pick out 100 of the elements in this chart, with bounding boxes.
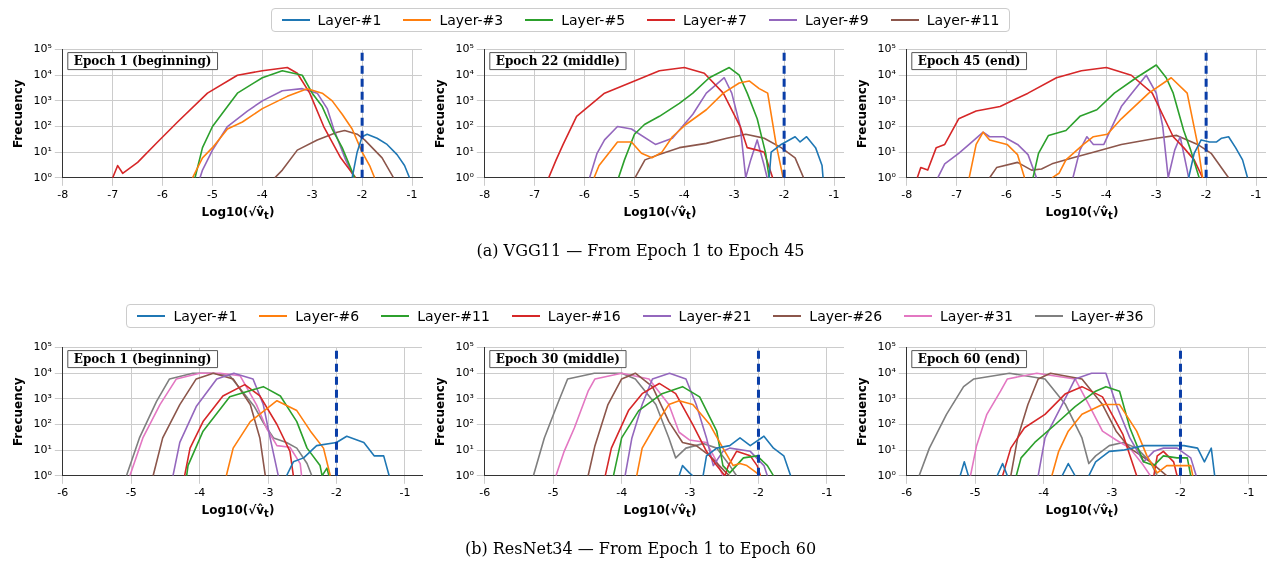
legend-label: Layer-#11 <box>417 308 490 324</box>
x-tick-label: -6 <box>479 486 491 500</box>
y-tick-label: 10¹ <box>455 443 474 457</box>
x-tick-label: -6 <box>57 486 69 500</box>
x-tick-label: -8 <box>479 188 491 202</box>
x-tick-label: -7 <box>951 188 963 202</box>
y-tick-label: 10² <box>33 417 52 431</box>
legend-label: Layer-#11 <box>926 12 1000 28</box>
y-tick-label: 10¹ <box>455 145 474 159</box>
x-axis-title: Log10(√v̂$_{t}$) <box>622 205 698 222</box>
x-tick-label: -5 <box>206 188 218 202</box>
x-tick-label: -8 <box>901 188 913 202</box>
legend-label: Layer-#3 <box>439 12 504 28</box>
legend-label: Layer-#1 <box>317 12 382 28</box>
x-tick-label: -3 <box>306 188 318 202</box>
legend-label: Layer-#6 <box>295 308 360 324</box>
chart-title: Epoch 60 (end) <box>917 351 1021 366</box>
y-tick-label: 10¹ <box>877 145 896 159</box>
x-tick-label: -6 <box>157 188 169 202</box>
legend-label: Layer-#5 <box>561 12 626 28</box>
x-tick-label: -2 <box>1200 188 1212 202</box>
y-tick-label: 10⁰ <box>33 468 53 482</box>
y-tick-label: 10⁵ <box>455 42 474 56</box>
x-tick-label: -5 <box>547 486 559 500</box>
y-tick-label: 10⁵ <box>877 340 896 354</box>
y-tick-label: 10⁰ <box>877 170 897 184</box>
x-tick-label: -7 <box>529 188 541 202</box>
x-tick-label: -4 <box>194 486 206 500</box>
y-tick-label: 10⁴ <box>33 68 53 82</box>
x-tick-label: -3 <box>728 188 740 202</box>
y-tick-label: 10⁵ <box>33 42 52 56</box>
chart-title: Epoch 22 (middle) <box>495 53 621 68</box>
x-tick-label: -5 <box>125 486 137 500</box>
x-tick-label: -4 <box>256 188 268 202</box>
x-tick-label: -6 <box>579 188 591 202</box>
x-tick-label: -5 <box>969 486 981 500</box>
legend-label: Layer-#36 <box>1070 308 1144 324</box>
y-tick-label: 10³ <box>877 391 896 405</box>
x-tick-label: -4 <box>1038 486 1050 500</box>
x-tick-label: -5 <box>1050 188 1062 202</box>
y-tick-label: 10¹ <box>33 145 52 159</box>
y-tick-label: 10³ <box>455 93 474 107</box>
y-tick-label: 10³ <box>455 391 474 405</box>
legend-label: Layer-#16 <box>547 308 621 324</box>
y-tick-label: 10⁰ <box>455 170 475 184</box>
x-tick-label: -3 <box>1106 486 1118 500</box>
y-axis-title: Frecuency <box>855 79 870 149</box>
x-tick-label: -3 <box>1150 188 1162 202</box>
x-tick-label: -2 <box>1174 486 1186 500</box>
y-tick-label: 10³ <box>877 93 896 107</box>
x-tick-label: -1 <box>828 188 840 202</box>
y-tick-label: 10⁴ <box>455 366 475 380</box>
y-tick-label: 10⁴ <box>455 68 475 82</box>
legend-label: Layer-#1 <box>173 308 238 324</box>
legend-label: Layer-#9 <box>804 12 869 28</box>
y-tick-label: 10² <box>455 417 474 431</box>
x-tick-label: -1 <box>1243 486 1255 500</box>
chart-title: Epoch 1 (beginning) <box>73 53 212 68</box>
legend-label: Layer-#21 <box>678 308 752 324</box>
x-tick-label: -5 <box>628 188 640 202</box>
x-axis-title: Log10(√v̂$_{t}$) <box>1044 205 1120 222</box>
x-axis-title: Log10(√v̂$_{t}$) <box>200 503 276 520</box>
x-tick-label: -8 <box>57 188 69 202</box>
y-tick-label: 10³ <box>33 93 52 107</box>
chart-title: Epoch 45 (end) <box>917 53 1021 68</box>
x-tick-label: -2 <box>752 486 764 500</box>
y-tick-label: 10⁴ <box>33 366 53 380</box>
y-tick-label: 10⁵ <box>455 340 474 354</box>
y-tick-label: 10² <box>877 119 896 133</box>
x-tick-label: -3 <box>684 486 696 500</box>
x-tick-label: -6 <box>1001 188 1013 202</box>
text: (a) VGG11 — From Epoch 1 to Epoch 45 <box>475 241 806 260</box>
y-tick-label: 10² <box>33 119 52 133</box>
y-tick-label: 10⁵ <box>877 42 896 56</box>
y-tick-label: 10³ <box>33 391 52 405</box>
y-tick-label: 10² <box>877 417 896 431</box>
y-tick-label: 10¹ <box>33 443 52 457</box>
text: (b) ResNet34 — From Epoch 1 to Epoch 60 <box>463 539 818 558</box>
y-tick-label: 10⁰ <box>455 468 475 482</box>
x-tick-label: -6 <box>901 486 913 500</box>
y-tick-label: 10¹ <box>877 443 896 457</box>
x-tick-label: -1 <box>1250 188 1262 202</box>
x-axis-title: Log10(√v̂$_{t}$) <box>200 205 276 222</box>
y-tick-label: 10⁵ <box>33 340 52 354</box>
y-tick-label: 10⁴ <box>877 68 897 82</box>
x-axis-title: Log10(√v̂$_{t}$) <box>622 503 698 520</box>
y-tick-label: 10⁰ <box>33 170 53 184</box>
x-tick-label: -4 <box>1100 188 1112 202</box>
y-axis-title: Frecuency <box>11 377 26 447</box>
x-tick-label: -1 <box>821 486 833 500</box>
x-tick-label: -2 <box>330 486 342 500</box>
x-tick-label: -7 <box>107 188 119 202</box>
legend-label: Layer-#31 <box>940 308 1013 324</box>
x-tick-label: -2 <box>778 188 790 202</box>
x-tick-label: -4 <box>678 188 690 202</box>
x-tick-label: -1 <box>399 486 411 500</box>
x-tick-label: -1 <box>406 188 418 202</box>
chart-title: Epoch 30 (middle) <box>495 351 621 366</box>
y-axis-title: Frecuency <box>433 79 448 149</box>
chart-title: Epoch 1 (beginning) <box>73 351 212 366</box>
